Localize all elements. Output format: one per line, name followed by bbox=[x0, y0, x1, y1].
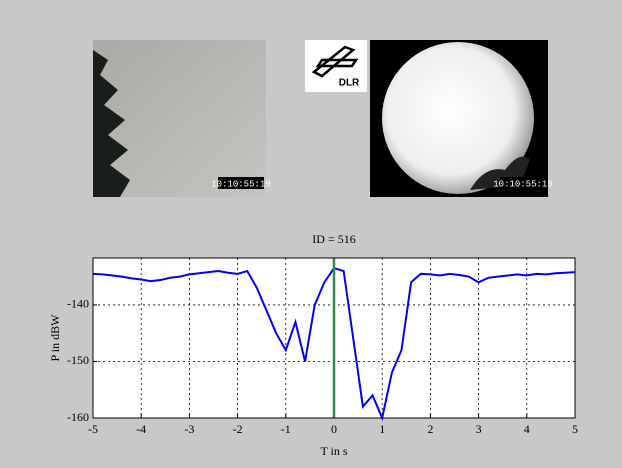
x-tick-label: -1 bbox=[281, 422, 291, 436]
plot-frame bbox=[92, 257, 576, 419]
logo-text: DLR bbox=[339, 78, 360, 89]
y-tick-label: -160 bbox=[67, 410, 89, 424]
x-tick-label: 1 bbox=[379, 422, 385, 436]
x-tick-label: 2 bbox=[427, 422, 433, 436]
x-tick-label: -3 bbox=[184, 422, 194, 436]
y-tick-label: -140 bbox=[67, 297, 89, 311]
x-tick-label: 4 bbox=[524, 422, 530, 436]
timestamp: 10:10:55:19 bbox=[211, 179, 270, 189]
chart-title: ID = 516 bbox=[312, 232, 355, 246]
x-axis-label: T in s bbox=[320, 444, 347, 458]
x-tick-label: 0 bbox=[331, 422, 337, 436]
x-tick-label: -4 bbox=[136, 422, 146, 436]
timestamp: 10:10:55:19 bbox=[493, 179, 552, 189]
y-tick-label: -150 bbox=[67, 353, 89, 367]
x-tick-label: -5 bbox=[88, 422, 98, 436]
left-camera: 10:10:55:19 bbox=[93, 40, 271, 197]
right-camera: 10:10:55:19 bbox=[370, 40, 553, 197]
x-tick-label: -2 bbox=[233, 422, 243, 436]
x-tick-label: 3 bbox=[476, 422, 482, 436]
y-axis-label: P in dBW bbox=[48, 314, 62, 362]
x-tick-label: 5 bbox=[572, 422, 578, 436]
logo: DLR bbox=[305, 40, 367, 92]
